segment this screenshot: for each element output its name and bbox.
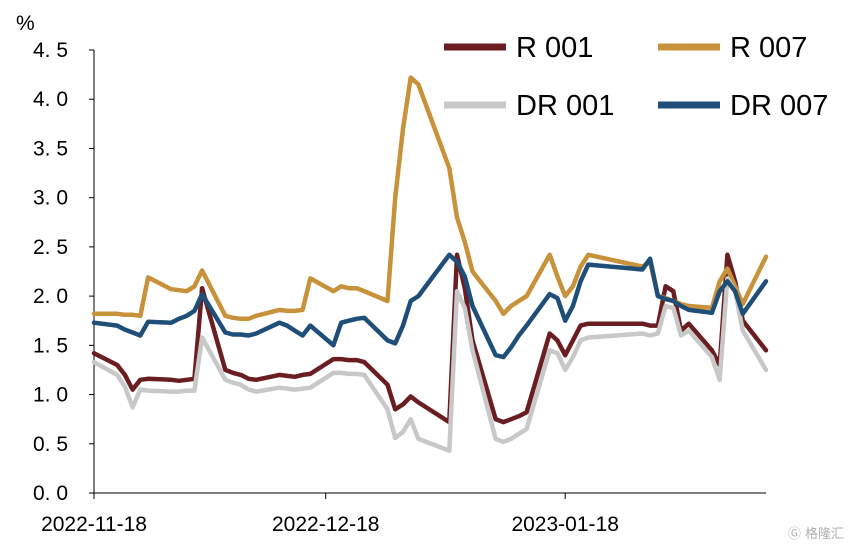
- y-tick-label: 3. 5: [33, 137, 68, 160]
- y-tick-label: 2. 5: [33, 236, 68, 259]
- legend-label: DR 001: [516, 90, 614, 122]
- watermark-logo-icon: Ⓖ: [787, 527, 801, 542]
- legend-label: DR 007: [730, 90, 828, 122]
- x-tick-label: 2022-12-18: [272, 513, 379, 536]
- y-axis-unit: %: [16, 12, 35, 35]
- y-tick-label: 4. 0: [33, 88, 68, 111]
- series-line-dr-007: [91, 252, 769, 360]
- y-tick-label: 0. 5: [33, 433, 68, 456]
- y-axis: 0. 0 0. 5 1. 0 1. 5 2. 0 2. 5 3. 0 3. 5 4. 0 4. 5: [33, 39, 95, 505]
- series-line-r-001: [91, 252, 769, 425]
- legend: R 001 R 007 DR 001 DR 007: [444, 32, 828, 122]
- y-tick-label: 2. 0: [33, 285, 68, 308]
- legend-label: R 001: [516, 32, 593, 64]
- x-tick-label: 2022-11-18: [41, 513, 147, 536]
- watermark: Ⓖ 格隆汇: [788, 523, 844, 542]
- watermark-text: 格隆汇: [804, 527, 844, 542]
- y-tick-label: 1. 5: [33, 334, 68, 357]
- series-line-dr-001: [91, 276, 769, 453]
- plot-area: [91, 75, 769, 453]
- x-tick-label: 2023-01-18: [511, 513, 618, 536]
- legend-label: R 007: [730, 32, 807, 64]
- y-tick-label: 1. 0: [33, 384, 68, 407]
- y-tick-label: 3. 0: [33, 187, 68, 210]
- y-tick-label: 4. 5: [33, 39, 68, 62]
- x-axis: 2022-11-18 2022-12-18 2023-01-18: [41, 492, 766, 536]
- y-tick-label: 0. 0: [33, 482, 68, 505]
